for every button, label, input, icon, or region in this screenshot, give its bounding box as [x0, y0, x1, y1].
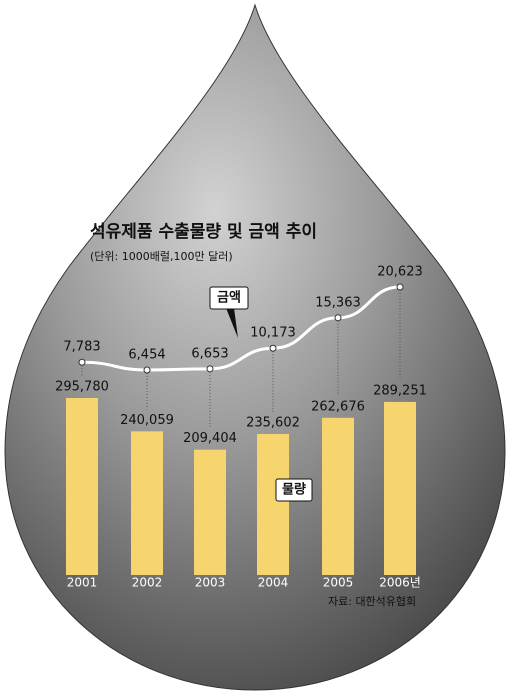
bar-value-label: 289,251 [373, 383, 427, 398]
bar [384, 401, 416, 575]
line-value-label: 6,454 [128, 348, 165, 363]
x-tick-label: 2006년 [379, 576, 421, 590]
bar-value-label: 262,676 [311, 399, 365, 414]
callout-pointer [226, 308, 238, 338]
callout-box [209, 286, 249, 310]
x-tick-label: 2004 [258, 576, 289, 590]
bar [66, 398, 98, 575]
point [334, 314, 342, 322]
line-value-label: 6,653 [191, 346, 228, 361]
series-label: 물량 [282, 483, 306, 498]
drop-shape [4, 3, 506, 691]
chart-subtitle: (단위: 1000배럴,100만 달러) [90, 250, 233, 263]
source-note: 자료: 대한석유협회 [328, 595, 416, 608]
series-label: 금액 [217, 291, 241, 306]
x-tick-label: 2005 [323, 576, 354, 590]
line-value-label: 20,623 [377, 265, 423, 280]
bar [322, 417, 354, 575]
bar-value-label: 235,602 [246, 416, 300, 431]
bar-value-label: 209,404 [183, 431, 237, 446]
point [143, 366, 151, 374]
point [206, 365, 214, 373]
line-value-label: 15,363 [315, 295, 361, 310]
point [396, 283, 404, 291]
bar-value-label: 295,780 [55, 380, 109, 395]
bar [194, 449, 226, 575]
point [269, 344, 277, 352]
x-tick-label: 2001 [67, 576, 98, 590]
bar-value-label: 240,059 [120, 413, 174, 428]
x-tick-label: 2002 [132, 576, 163, 590]
chart-title: 석유제품 수출물량 및 금액 추이 [90, 222, 317, 242]
x-tick-label: 2003 [195, 576, 226, 590]
bar [131, 431, 163, 575]
line-value-label: 10,173 [250, 326, 296, 341]
bar [257, 434, 289, 575]
line-value-label: 7,783 [63, 340, 100, 355]
plot-area: 2001 2002 2003 2004 2005 2006년 295,780 240,059 2… [55, 265, 427, 590]
point [78, 358, 86, 366]
callout-box [275, 478, 313, 502]
